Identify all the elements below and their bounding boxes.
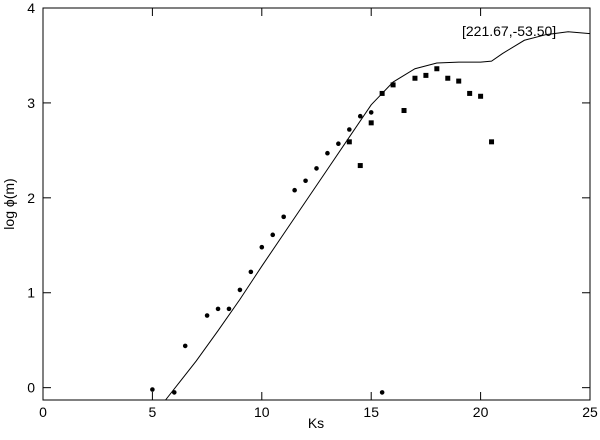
square-point xyxy=(445,75,451,81)
square-point xyxy=(412,75,418,81)
circle-point xyxy=(171,390,177,395)
square-point xyxy=(456,78,462,84)
circle-point xyxy=(336,141,341,147)
circle-point xyxy=(303,178,308,184)
circle-point xyxy=(347,127,352,132)
circle-point xyxy=(248,269,254,275)
circle-point xyxy=(150,387,155,392)
square-point xyxy=(401,108,407,114)
x-tick-label: 15 xyxy=(363,404,379,420)
curve xyxy=(165,31,591,401)
circle-point xyxy=(368,110,374,115)
square-point xyxy=(368,120,374,126)
circle-point xyxy=(379,390,385,395)
y-axis-label: log ϕ(m) xyxy=(1,178,17,229)
y-tick-label: 4 xyxy=(27,0,35,16)
square-point xyxy=(489,139,495,145)
y-tick-label: 0 xyxy=(27,380,35,396)
y-tick-label: 3 xyxy=(27,95,35,111)
annotation: [221.67,-53.50] xyxy=(462,23,556,39)
square-point xyxy=(379,90,385,96)
x-tick-label: 25 xyxy=(582,404,598,420)
circle-point xyxy=(325,150,330,156)
circle-point xyxy=(292,187,297,193)
x-tick-label: 5 xyxy=(149,404,157,420)
circle-point xyxy=(281,214,286,220)
square-point xyxy=(423,72,429,78)
square-point xyxy=(478,93,484,99)
circle-point xyxy=(314,166,319,171)
x-tick-label: 0 xyxy=(39,404,47,420)
circle-point xyxy=(357,113,363,119)
x-tick-label: 10 xyxy=(254,404,270,420)
y-tick-label: 2 xyxy=(27,190,35,206)
circle-point xyxy=(237,287,243,293)
circle-point xyxy=(226,306,232,312)
circle-point xyxy=(270,232,276,238)
square-point xyxy=(346,139,352,145)
y-tick-label: 1 xyxy=(27,285,35,301)
circle-point xyxy=(215,306,221,312)
plot-frame xyxy=(42,7,591,401)
circle-point xyxy=(259,244,265,250)
circle-point xyxy=(182,343,188,349)
x-axis-label: Ks xyxy=(308,415,324,431)
square-point xyxy=(357,163,363,169)
square-point xyxy=(390,82,396,88)
x-tick-label: 20 xyxy=(473,404,489,420)
square-point xyxy=(467,90,473,96)
square-point xyxy=(434,66,440,72)
circle-point xyxy=(204,313,210,318)
